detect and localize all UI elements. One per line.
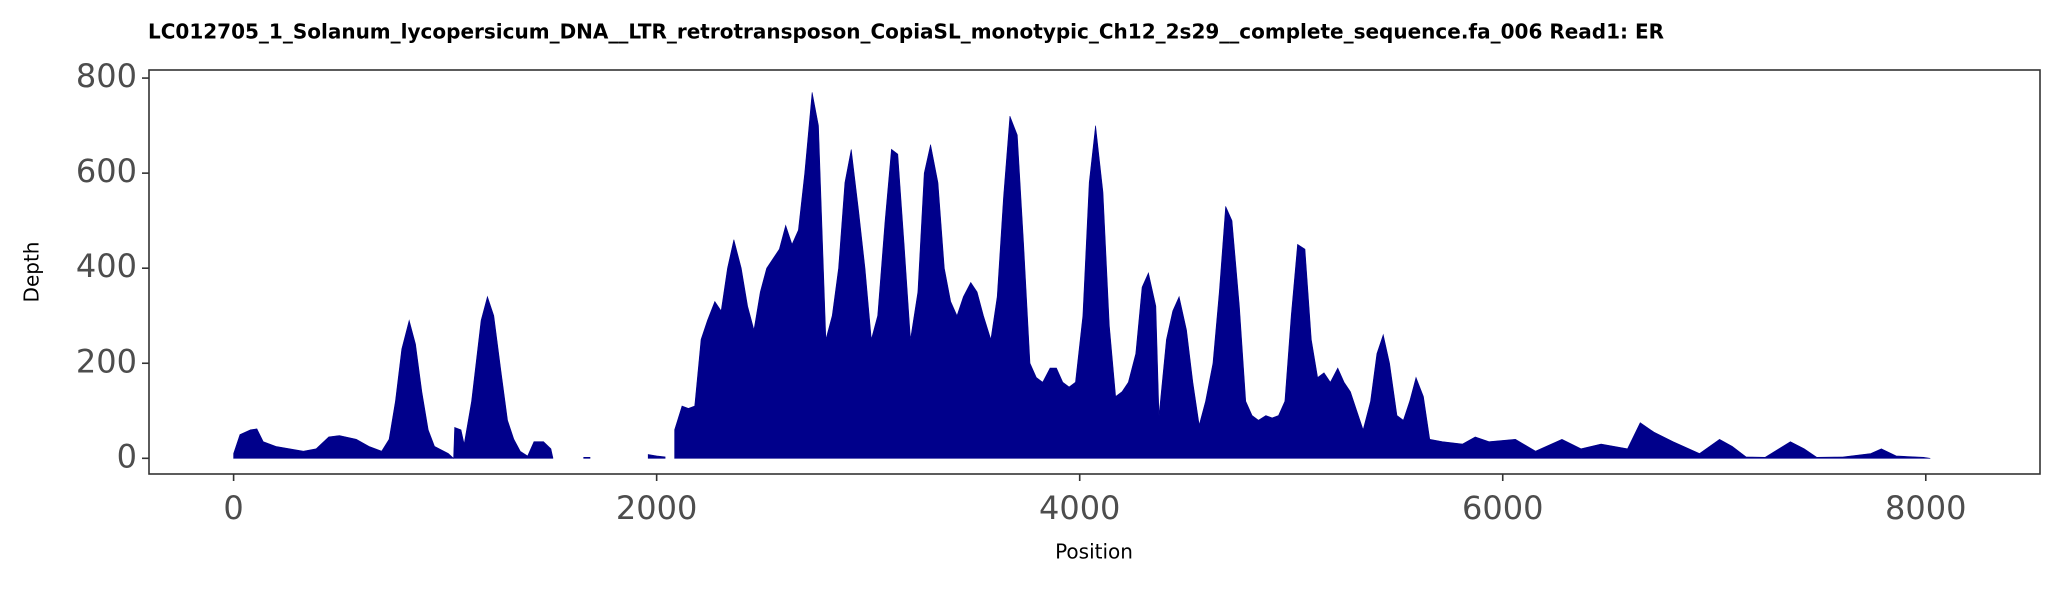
x-tick-label: 4000 <box>1039 489 1120 527</box>
y-tick-label: 800 <box>76 57 137 95</box>
depth-area <box>233 92 1931 459</box>
x-tick-label: 2000 <box>616 489 697 527</box>
y-tick-label: 400 <box>76 247 137 285</box>
x-tick-label: 6000 <box>1462 489 1543 527</box>
y-tick-label: 0 <box>117 437 137 475</box>
plot-frame <box>148 69 2041 475</box>
x-tick-label: 8000 <box>1885 489 1966 527</box>
x-tick-label: 0 <box>223 489 243 527</box>
chart-title: LC012705_1_Solanum_lycopersicum_DNA__LTR… <box>148 20 1664 44</box>
y-axis-title: Depth <box>20 242 44 303</box>
x-axis-title: Position <box>1055 540 1133 564</box>
y-tick-label: 200 <box>76 342 137 380</box>
y-tick-label: 600 <box>76 152 137 190</box>
